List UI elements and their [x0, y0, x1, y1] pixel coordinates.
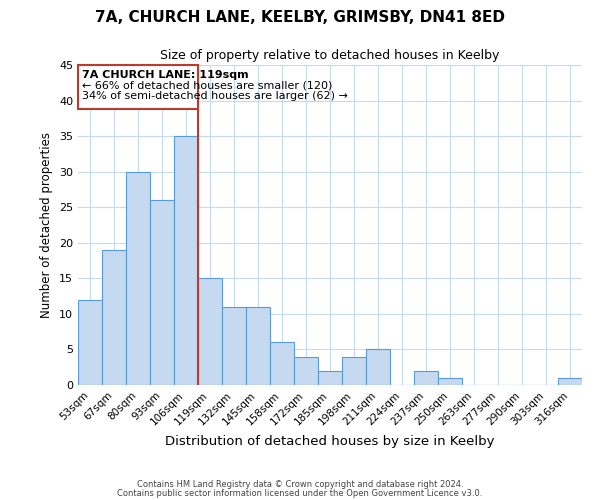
Bar	[438, 378, 462, 385]
Bar	[294, 356, 318, 385]
Bar	[102, 250, 126, 385]
Bar	[222, 307, 246, 385]
Bar	[150, 200, 174, 385]
Text: 7A CHURCH LANE: 119sqm: 7A CHURCH LANE: 119sqm	[82, 70, 249, 80]
Text: Contains public sector information licensed under the Open Government Licence v3: Contains public sector information licen…	[118, 489, 482, 498]
Text: 7A, CHURCH LANE, KEELBY, GRIMSBY, DN41 8ED: 7A, CHURCH LANE, KEELBY, GRIMSBY, DN41 8…	[95, 10, 505, 25]
Bar	[246, 307, 270, 385]
Bar	[558, 378, 582, 385]
Text: ← 66% of detached houses are smaller (120): ← 66% of detached houses are smaller (12…	[82, 80, 332, 90]
Bar	[342, 356, 366, 385]
X-axis label: Distribution of detached houses by size in Keelby: Distribution of detached houses by size …	[165, 435, 495, 448]
Bar	[126, 172, 150, 385]
Bar	[270, 342, 294, 385]
Bar	[198, 278, 222, 385]
Bar	[366, 350, 390, 385]
Bar	[78, 300, 102, 385]
Y-axis label: Number of detached properties: Number of detached properties	[40, 132, 53, 318]
Bar	[174, 136, 198, 385]
Title: Size of property relative to detached houses in Keelby: Size of property relative to detached ho…	[160, 50, 500, 62]
Bar	[414, 371, 438, 385]
Text: Contains HM Land Registry data © Crown copyright and database right 2024.: Contains HM Land Registry data © Crown c…	[137, 480, 463, 489]
Text: 34% of semi-detached houses are larger (62) →: 34% of semi-detached houses are larger (…	[82, 92, 348, 102]
Bar	[318, 371, 342, 385]
Bar	[79, 65, 197, 109]
